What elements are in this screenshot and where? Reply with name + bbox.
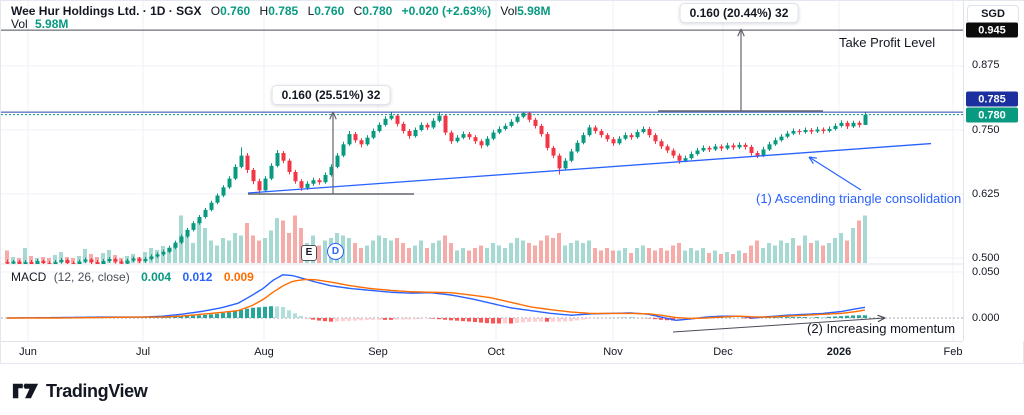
high-label: H (259, 4, 269, 18)
measurement-label-mid[interactable]: 0.160 (25.51%) 32 (271, 85, 391, 105)
tradingview-logo-text: TradingView (46, 380, 148, 401)
time-axis-label: Nov (603, 346, 623, 358)
ascending-triangle-label[interactable]: (1) Ascending triangle consolidation (756, 191, 962, 206)
macd-signal-value: 0.009 (223, 270, 254, 284)
time-axis-label: Feb (943, 346, 963, 358)
price-axis-label: 0.000 (972, 312, 1000, 324)
price-axis-label: 0.050 (972, 266, 1000, 278)
close-label: C (353, 4, 363, 18)
take-profit-label[interactable]: Take Profit Level (839, 35, 936, 50)
time-axis-label: Aug (254, 346, 274, 358)
earnings-marker[interactable]: E (301, 245, 317, 261)
volume-legend-label[interactable]: Vol (11, 17, 28, 31)
price-axis-label: 0.875 (972, 59, 1000, 71)
price-axis-label: 0.625 (972, 188, 1000, 200)
volume-legend-value: 5.98M (35, 17, 69, 31)
price-axis-label: 0.750 (972, 124, 1000, 136)
time-axis-label: Dec (713, 346, 733, 358)
high-value: 0.785 (268, 4, 299, 18)
symbol-legend: Wee Hur Holdings Ltd. · 1D · SGX O0.760 … (11, 4, 550, 18)
price-axis[interactable]: SGD 0.875 0.750 0.625 0.500 0.050 0.000 0.945 0… (963, 1, 1024, 341)
time-axis-label: Sep (368, 346, 388, 358)
price-axis-label: 0.500 (972, 252, 1000, 264)
measurement-label-top[interactable]: 0.160 (20.44%) 32 (679, 3, 799, 23)
currency-button[interactable]: SGD (967, 5, 1019, 24)
open-label: O (210, 4, 221, 18)
close-value: 0.780 (362, 4, 393, 18)
macd-title[interactable]: MACD (11, 270, 47, 284)
macd-params: (12, 26, close) (53, 270, 130, 284)
price-badge-0.780: 0.780 (966, 107, 1018, 123)
macd-line-value: 0.012 (182, 270, 213, 284)
time-axis-label: 2026 (826, 346, 852, 358)
price-badge-0.945: 0.945 (966, 22, 1018, 38)
tradingview-logo[interactable]: TradingView (12, 380, 148, 402)
price-badge-0.785: 0.785 (966, 91, 1018, 107)
tradingview-logo-icon (12, 383, 39, 399)
macd-hist-value: 0.004 (141, 270, 172, 284)
chart-area[interactable]: Wee Hur Holdings Ltd. · 1D · SGX O0.760 … (0, 0, 1024, 364)
macd-legend: MACD (12, 26, close) 0.004 0.012 0.009 (11, 270, 254, 284)
time-axis-label: Jun (19, 346, 37, 358)
dividend-marker[interactable]: D (327, 243, 344, 260)
time-axis[interactable]: Jun Jul Aug Sep Oct Nov Dec 2026 Feb (1, 341, 963, 363)
time-axis-label: Jul (135, 346, 151, 358)
vol-label: Vol (500, 4, 518, 18)
momentum-label[interactable]: (2) Increasing momentum (807, 321, 956, 336)
volume-legend: Vol 5.98M (11, 17, 68, 31)
open-value: 0.760 (220, 4, 251, 18)
change-value: +0.020 (+2.63%) (401, 4, 492, 18)
low-value: 0.760 (314, 4, 345, 18)
low-label: L (307, 4, 315, 18)
symbol-title[interactable]: Wee Hur Holdings Ltd. · 1D · SGX (11, 4, 202, 18)
vol-value: 5.98M (517, 4, 551, 18)
price-chart-canvas[interactable] (1, 1, 963, 341)
time-axis-label: Oct (487, 346, 505, 358)
